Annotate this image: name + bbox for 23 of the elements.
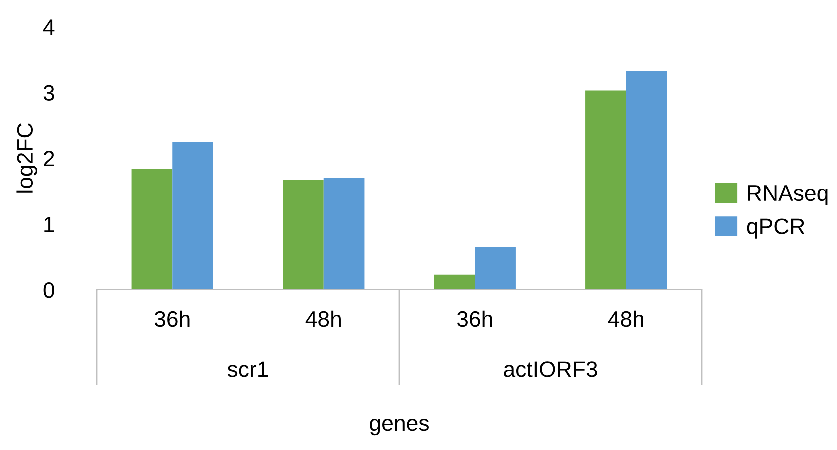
bar [324, 178, 365, 290]
bar [586, 90, 626, 290]
bar [132, 169, 173, 290]
legend-label: qPCR [747, 218, 805, 239]
bar [283, 180, 324, 290]
y-axis-title: log2FC [16, 124, 38, 193]
y-tick-label: 3 [44, 85, 54, 102]
x-axis-title: genes [370, 419, 429, 436]
x-tick-label: 48h [608, 310, 644, 328]
text: actIORF3 [504, 362, 598, 378]
text: scr1 [228, 362, 268, 378]
y-tick-label: 2 [44, 151, 54, 167]
legend-label: RNAseq [748, 186, 828, 206]
bar [475, 247, 516, 290]
bar [172, 142, 214, 290]
bar [626, 71, 668, 290]
x-tick-label: 48h [306, 310, 341, 328]
x-tick-label: 36h [457, 310, 492, 328]
bar [434, 274, 476, 290]
x-tick-label: 36h [154, 310, 190, 328]
y-tick-label: 1 [44, 217, 54, 232]
y-tick-label: 4 [43, 20, 55, 36]
y-tick-label: 0 [44, 282, 54, 298]
